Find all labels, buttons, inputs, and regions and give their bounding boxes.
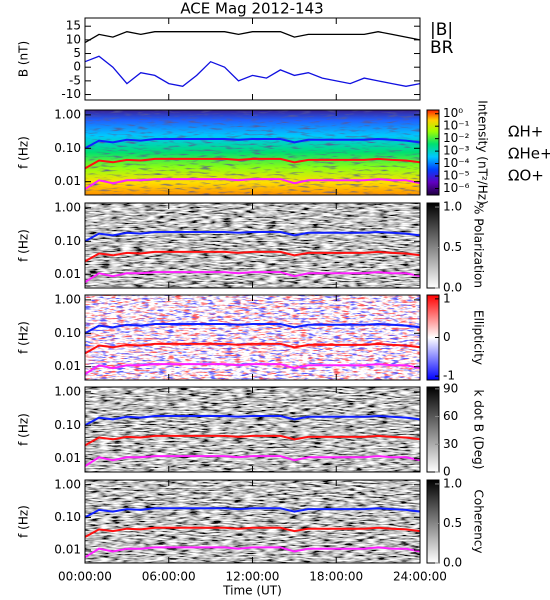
gyrofrequency-line	[84, 157, 421, 170]
y-tick-label: 1.00	[54, 200, 81, 214]
colorbar-tick-label: 10⁰	[443, 106, 463, 120]
colorbar-tick-label: 90	[443, 381, 458, 395]
y-tick-label: 5	[73, 46, 81, 60]
x-axis-label: Time (UT)	[222, 584, 282, 598]
gyrofrequency-line	[84, 414, 421, 427]
y-tick-label: 0.10	[54, 418, 81, 432]
x-tick-label: 18:00:00	[309, 570, 363, 584]
colorbar-tick-label: -1	[443, 369, 455, 383]
gyrofrequency-line	[84, 250, 421, 263]
y-tick-label: 0.10	[54, 234, 81, 248]
colorbar	[426, 202, 440, 289]
y-tick-label: 1.00	[54, 292, 81, 306]
gyrofrequency-line	[84, 455, 421, 467]
spectrogram-image	[85, 480, 420, 563]
gyrofrequency-line	[84, 322, 421, 335]
spectrogram-image	[85, 203, 420, 288]
y-axis-label: f (Hz)	[17, 505, 31, 538]
colorbar-label: Intensity (nT²/Hz)	[476, 100, 490, 205]
y-axis-label: f (Hz)	[17, 136, 31, 169]
colorbar-tick-label: 10⁻⁵	[443, 169, 470, 183]
y-tick-label: 0.01	[54, 451, 81, 465]
y-tick-label: 10	[66, 32, 81, 46]
gyrofrequency-line	[84, 230, 421, 243]
colorbar-tick-label: 0.5	[443, 240, 462, 254]
colorbar-tick-label: 1.0	[443, 200, 462, 214]
colorbar	[426, 386, 440, 473]
y-tick-label: 0	[73, 60, 81, 74]
colorbar-tick-label: 1	[443, 291, 451, 305]
y-tick-label: 1.00	[54, 384, 81, 398]
line-series	[84, 55, 421, 87]
y-tick-label: 0.10	[54, 326, 81, 340]
y-axis-label: f (Hz)	[17, 321, 31, 354]
colorbar-tick-label: 10⁻¹	[443, 119, 470, 133]
spectrogram-texture	[85, 295, 420, 380]
colorbar	[426, 479, 440, 564]
legend-entry: |B|	[430, 20, 453, 40]
y-axis-label: f (Hz)	[17, 229, 31, 262]
gyrofrequency-line	[84, 178, 421, 190]
colorbar-tick-label: 0.5	[443, 516, 462, 530]
x-tick-label: 06:00:00	[142, 570, 196, 584]
colorbar	[426, 109, 440, 196]
plot-frame	[84, 17, 421, 101]
colorbar-tick-label: 1.0	[443, 476, 462, 490]
gyrofrequency-line	[84, 271, 421, 283]
legend-entry: ΩHe+	[508, 145, 550, 163]
spectrogram-image	[85, 387, 420, 472]
x-tick-label: 24:00:00	[393, 570, 447, 584]
x-tick-label: 12:00:00	[226, 570, 280, 584]
gyrofrequency-line	[84, 137, 421, 150]
gyrofrequency-line	[84, 342, 421, 355]
y-tick-label: 0.01	[54, 359, 81, 373]
colorbar-tick-label: 10⁻⁴	[443, 156, 470, 170]
colorbar-tick-label: 0	[443, 465, 451, 479]
colorbar-tick-label: 0.0	[443, 281, 462, 295]
colorbar-label: k dot B (Deg)	[472, 390, 486, 470]
y-axis-label: B (nT)	[17, 41, 31, 77]
gyrofrequency-line	[84, 363, 421, 375]
y-tick-label: 0.10	[54, 141, 81, 155]
spectrogram-texture	[85, 110, 420, 195]
colorbar-tick-label: 60	[443, 409, 458, 423]
gyrofrequency-line	[84, 434, 421, 447]
colorbar-tick-label: 10⁻³	[443, 144, 470, 158]
line-series	[84, 31, 421, 44]
colorbar-tick-label: 10⁻²	[443, 131, 470, 145]
y-tick-label: 0.01	[54, 267, 81, 281]
legend-entry: ΩH+	[508, 123, 543, 141]
y-tick-label: 0.01	[54, 174, 81, 188]
colorbar-tick-label: 0.0	[443, 556, 462, 570]
gyrofrequency-line	[84, 546, 421, 559]
y-tick-label: 15	[66, 19, 81, 33]
y-axis-label: f (Hz)	[17, 413, 31, 446]
colorbar-label: Coherency	[472, 489, 486, 553]
gyrofrequency-line	[84, 507, 421, 519]
legend-entry: ΩO+	[508, 167, 544, 185]
y-tick-label: -10	[61, 87, 81, 101]
y-tick-label: 1.00	[54, 477, 81, 491]
colorbar-tick-label: 30	[443, 437, 458, 451]
y-tick-label: 1.00	[54, 107, 81, 121]
y-tick-label: -5	[69, 73, 81, 87]
chart-title: ACE Mag 2012-143	[180, 0, 323, 18]
colorbar-tick-label: 10⁻⁶	[443, 181, 470, 195]
gyrofrequency-line	[84, 526, 421, 538]
y-tick-label: 0.01	[54, 543, 81, 557]
x-tick-label: 00:00:00	[58, 570, 112, 584]
colorbar-label: % Polarization	[472, 203, 486, 288]
colorbar-label: Ellipticity	[472, 310, 486, 365]
y-tick-label: 0.10	[54, 510, 81, 524]
colorbar-tick-label: 0	[443, 330, 451, 344]
legend-entry: BR	[430, 38, 454, 58]
